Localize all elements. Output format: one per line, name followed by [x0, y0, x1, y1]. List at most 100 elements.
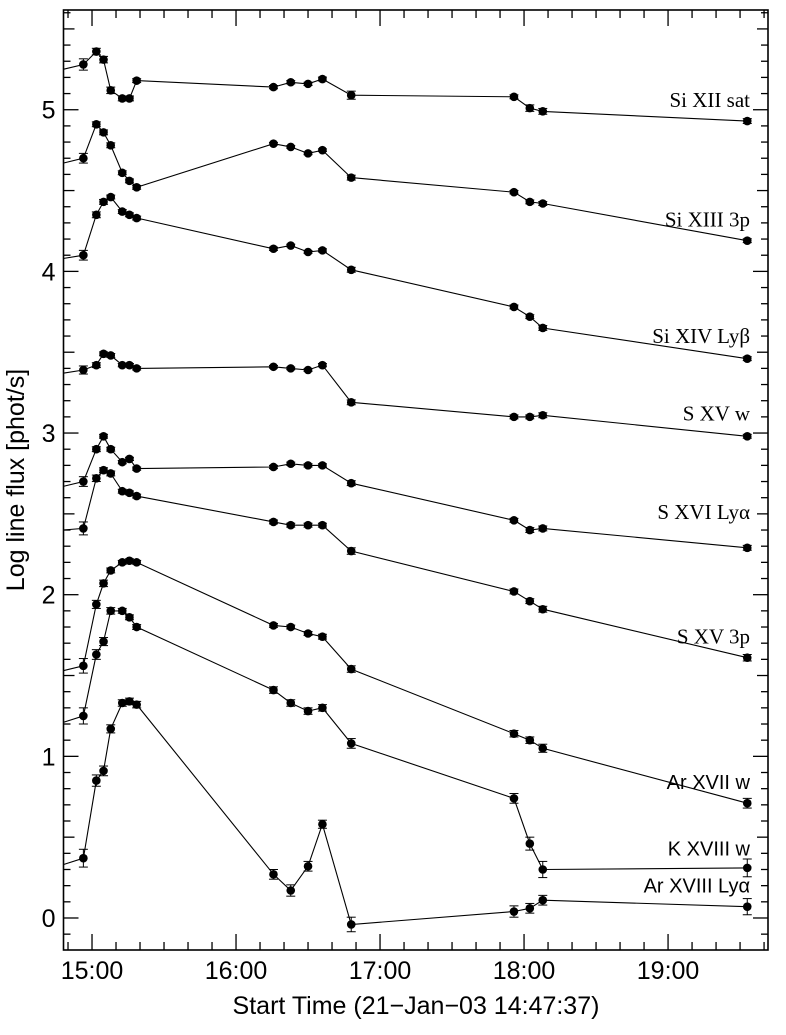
- x-tick-label: 19:00: [637, 957, 700, 985]
- series-label-s-xvi-ly: S XVI Lyα: [657, 500, 750, 524]
- data-point: [125, 94, 134, 103]
- data-point: [286, 459, 296, 469]
- data-point: [92, 776, 101, 785]
- series-line: [63, 560, 748, 804]
- data-point: [79, 250, 88, 260]
- data-point: [318, 632, 327, 642]
- data-point: [318, 819, 327, 829]
- data-point: [346, 398, 356, 407]
- data-point: [106, 566, 116, 575]
- data-point: [125, 556, 134, 566]
- x-tick-label: 16:00: [205, 957, 268, 985]
- data-point: [318, 520, 327, 530]
- series-line: [63, 123, 748, 242]
- data-point: [742, 431, 752, 441]
- data-point: [346, 90, 356, 100]
- series-label-si-xiii-3p: Si XIII 3p: [665, 208, 750, 232]
- data-point: [269, 362, 278, 372]
- y-axis-title: Log line flux [phot/s]: [2, 369, 30, 591]
- data-point: [99, 766, 108, 776]
- data-point: [106, 192, 116, 202]
- data-point: [125, 454, 134, 464]
- data-point: [286, 364, 296, 373]
- data-point: [525, 525, 535, 535]
- data-point: [79, 524, 88, 533]
- x-tick-label: 15:00: [61, 957, 124, 985]
- data-point: [303, 365, 313, 375]
- data-point: [92, 650, 101, 659]
- data-point: [538, 410, 548, 420]
- data-point: [346, 546, 356, 556]
- series-s-xv-3p: S XV 3p: [63, 465, 752, 663]
- data-point: [117, 606, 127, 616]
- data-point: [117, 486, 127, 496]
- series-label-ar-xviii-ly: Ar XVIII Lyα: [644, 876, 750, 898]
- data-point: [92, 47, 101, 56]
- data-point: [99, 197, 108, 207]
- data-point: [509, 516, 519, 525]
- data-point: [132, 183, 141, 192]
- data-point: [79, 853, 88, 863]
- series-si-xiii-3p: Si XIII 3p: [63, 119, 752, 245]
- data-point: [117, 457, 127, 467]
- data-point: [318, 703, 327, 713]
- data-point: [525, 903, 535, 913]
- y-axis-ticks: [63, 12, 768, 935]
- data-point: [538, 323, 548, 333]
- data-point: [117, 558, 127, 567]
- data-point: [269, 139, 278, 148]
- data-point: [106, 606, 116, 616]
- data-point: [132, 491, 141, 501]
- data-point: [106, 724, 116, 734]
- data-point: [318, 461, 327, 470]
- data-point: [525, 412, 535, 422]
- data-point: [742, 863, 752, 873]
- data-point: [538, 604, 548, 614]
- series-line: [63, 196, 748, 360]
- data-point: [346, 664, 356, 674]
- data-point: [106, 469, 116, 478]
- data-point: [742, 798, 752, 808]
- data-point: [269, 462, 278, 472]
- plot-area: 15:00 16:00 17:00 18:00 19:00 0 1 2 3 4 5 Si XII sa…: [42, 9, 769, 985]
- x-axis-ticks: [67, 10, 765, 950]
- plot-frame: [62, 9, 769, 951]
- data-point: [318, 246, 327, 255]
- y-tick-label: 3: [42, 420, 56, 448]
- series-si-xiv-ly: Si XIV Lyβ: [63, 192, 752, 363]
- y-tick-label: 2: [42, 582, 56, 610]
- y-tick-label: 1: [42, 743, 56, 771]
- data-point: [286, 622, 296, 632]
- data-point: [99, 579, 108, 588]
- series-ar-xvii-w: Ar XVII w: [63, 556, 752, 809]
- data-point: [106, 444, 116, 454]
- data-point: [132, 622, 141, 632]
- series-line: [63, 469, 748, 659]
- data-point: [269, 82, 278, 92]
- series-s-xvi-ly: S XVI Lyα: [63, 431, 752, 553]
- data-point: [509, 729, 519, 739]
- data-point: [132, 213, 141, 223]
- data-point: [117, 94, 127, 103]
- data-point: [92, 600, 101, 609]
- data-point: [525, 103, 535, 113]
- data-point: [303, 79, 313, 89]
- series-label-ar-xvii-w: Ar XVII w: [667, 772, 751, 794]
- data-point: [742, 236, 752, 245]
- x-tick-label: 17:00: [349, 957, 412, 985]
- data-point: [79, 477, 88, 486]
- data-point: [509, 92, 519, 102]
- data-point: [538, 199, 548, 208]
- data-point: [99, 431, 108, 441]
- data-point: [92, 119, 101, 129]
- data-point: [742, 653, 752, 663]
- series-label-s-xv-3p: S XV 3p: [677, 625, 750, 649]
- series-line: [63, 50, 748, 122]
- data-point: [742, 354, 752, 363]
- data-point: [318, 74, 327, 84]
- data-point: [538, 107, 548, 116]
- data-point: [742, 543, 752, 553]
- data-point: [106, 351, 116, 360]
- data-point: [92, 444, 101, 454]
- data-point: [525, 839, 535, 848]
